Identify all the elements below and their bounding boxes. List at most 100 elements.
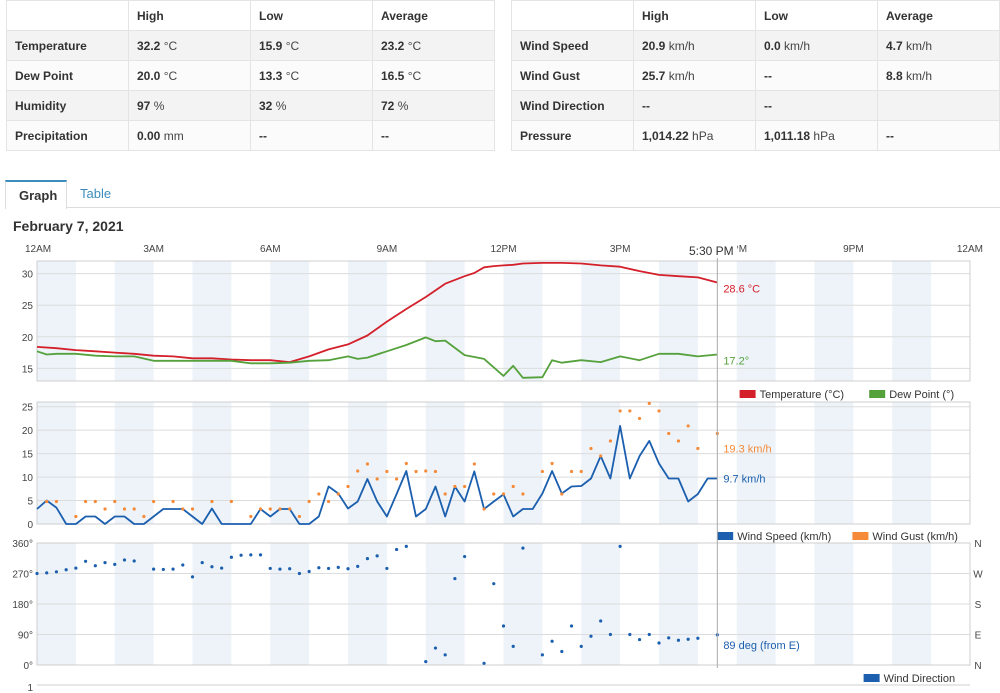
data-point — [258, 507, 263, 511]
data-point — [210, 499, 214, 504]
data-point — [229, 499, 233, 504]
data-point — [433, 646, 438, 650]
data-point — [64, 568, 68, 572]
time-band — [114, 261, 154, 381]
data-point — [210, 565, 214, 569]
table-cell: 97 % — [128, 90, 251, 121]
column-header: Average — [372, 0, 495, 31]
data-point — [696, 636, 700, 640]
tab-graph[interactable]: Graph — [5, 180, 67, 209]
table-row: Precipitation 0.00 mm -- -- — [6, 120, 495, 151]
table-cell: 0.00 mm — [128, 120, 251, 151]
data-point — [385, 469, 389, 474]
y-tick-label: 5 — [27, 497, 33, 508]
y-tick-label: 15 — [22, 450, 34, 461]
time-band — [37, 402, 76, 524]
row-label: Humidity — [6, 90, 129, 121]
data-point — [190, 575, 195, 579]
data-point — [569, 624, 574, 628]
table-cell: 1,011.18 hPa — [755, 120, 878, 151]
row-label: Wind Speed — [511, 30, 634, 61]
data-point — [521, 546, 525, 550]
data-point — [637, 637, 642, 642]
table-cell: 0.0 km/h — [755, 30, 878, 61]
data-point — [628, 632, 632, 637]
data-point — [220, 566, 224, 570]
data-point — [93, 564, 97, 568]
data-point — [190, 507, 195, 511]
data-point — [404, 544, 408, 548]
data-point — [540, 653, 544, 657]
x-tick-label: 12PM — [490, 244, 516, 255]
data-point — [453, 576, 457, 581]
column-header: High — [633, 0, 756, 31]
time-band — [425, 402, 465, 524]
data-point — [385, 566, 389, 571]
time-band — [736, 402, 776, 524]
data-point — [103, 507, 107, 511]
table-cell: -- — [250, 120, 373, 151]
data-point — [657, 641, 661, 645]
data-point — [365, 462, 370, 466]
data-point — [181, 507, 185, 511]
time-band — [348, 261, 387, 381]
compass-label: N — [974, 661, 981, 672]
data-point — [394, 477, 399, 481]
data-point — [424, 660, 428, 664]
time-band — [270, 402, 310, 524]
data-point — [152, 499, 156, 504]
legend-label: Wind Direction — [884, 673, 956, 685]
data-point — [647, 632, 651, 637]
data-point — [628, 409, 632, 413]
table-row: Dew Point 20.0 °C 13.3 °C 16.5 °C — [6, 60, 495, 91]
data-point — [229, 555, 233, 559]
plot-frame — [36, 260, 971, 382]
data-point — [501, 624, 506, 628]
data-point — [618, 409, 622, 413]
time-band — [37, 261, 76, 381]
data-point — [424, 469, 428, 473]
data-point — [297, 514, 302, 519]
column-header: Low — [250, 0, 373, 31]
data-point — [35, 571, 39, 576]
table-row: Temperature 32.2 °C 15.9 °C 23.2 °C — [6, 30, 495, 61]
table-cell: -- — [372, 120, 495, 151]
data-point — [122, 558, 127, 562]
data-point — [83, 499, 88, 504]
data-point — [657, 409, 661, 413]
table-cell: -- — [877, 120, 1000, 151]
data-point — [667, 431, 671, 436]
table-cell: 20.0 °C — [128, 60, 251, 91]
data-point — [74, 514, 78, 519]
data-point — [326, 566, 331, 571]
legend-swatch — [852, 532, 869, 540]
data-point — [492, 582, 496, 586]
tab-table[interactable]: Table — [80, 186, 112, 201]
y-tick-label: 0 — [27, 520, 33, 531]
data-point — [472, 462, 476, 466]
data-point — [560, 492, 564, 496]
data-point — [618, 544, 622, 548]
data-point — [608, 632, 613, 637]
data-point — [132, 507, 136, 511]
data-point — [637, 416, 642, 421]
data-point — [54, 499, 59, 504]
view-tabs: Graph Table — [5, 180, 1000, 209]
x-tick-label: 9AM — [377, 244, 398, 255]
data-point — [433, 469, 438, 474]
data-point — [676, 439, 681, 443]
table-cell: 20.9 km/h — [633, 30, 756, 61]
y-tick-label: 90° — [18, 631, 33, 642]
legend-swatch — [863, 674, 880, 682]
x-tick-label: 6AM — [260, 244, 281, 255]
data-point — [696, 446, 700, 451]
data-point — [336, 565, 340, 569]
y-tick-label: 15 — [22, 364, 34, 375]
data-point — [589, 446, 593, 451]
data-point — [550, 461, 554, 466]
data-point — [171, 499, 175, 504]
x-tick-label: 12AM — [25, 244, 51, 255]
table-cell: 1,014.22 hPa — [633, 120, 756, 151]
data-point — [307, 569, 311, 574]
